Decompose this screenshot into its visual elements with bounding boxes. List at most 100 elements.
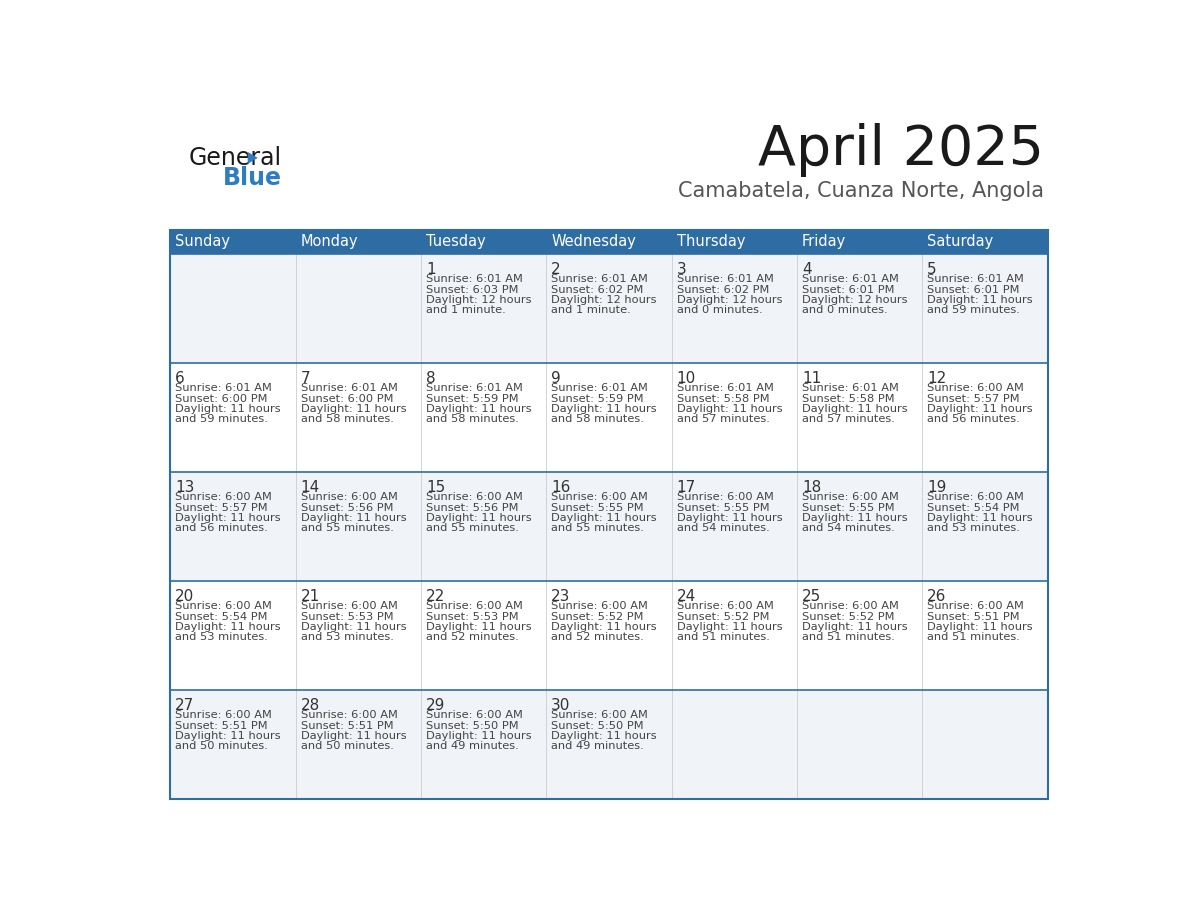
Text: Daylight: 11 hours: Daylight: 11 hours (301, 513, 406, 523)
Text: 19: 19 (927, 480, 947, 495)
Text: and 50 minutes.: and 50 minutes. (301, 742, 393, 752)
Text: and 53 minutes.: and 53 minutes. (301, 633, 393, 643)
Text: Sunrise: 6:00 AM: Sunrise: 6:00 AM (301, 711, 398, 721)
Text: 16: 16 (551, 480, 570, 495)
Text: Sunrise: 6:00 AM: Sunrise: 6:00 AM (175, 601, 272, 611)
Text: Sunrise: 6:00 AM: Sunrise: 6:00 AM (802, 601, 899, 611)
Text: Sunset: 5:50 PM: Sunset: 5:50 PM (551, 721, 644, 731)
Text: Daylight: 11 hours: Daylight: 11 hours (175, 622, 280, 633)
Text: Daylight: 11 hours: Daylight: 11 hours (301, 622, 406, 633)
Text: Sunrise: 6:00 AM: Sunrise: 6:00 AM (927, 492, 1024, 502)
Text: Monday: Monday (301, 234, 358, 250)
Text: 1: 1 (425, 262, 436, 277)
Text: 23: 23 (551, 589, 570, 604)
Text: Daylight: 11 hours: Daylight: 11 hours (802, 513, 908, 523)
Text: and 1 minute.: and 1 minute. (425, 306, 506, 316)
Text: Sunrise: 6:01 AM: Sunrise: 6:01 AM (551, 383, 649, 393)
Text: 4: 4 (802, 262, 811, 277)
Text: Sunset: 5:53 PM: Sunset: 5:53 PM (301, 611, 393, 621)
Text: and 49 minutes.: and 49 minutes. (425, 742, 519, 752)
Text: Sunset: 5:57 PM: Sunset: 5:57 PM (175, 503, 267, 512)
Text: Daylight: 11 hours: Daylight: 11 hours (676, 513, 782, 523)
Text: General: General (189, 146, 282, 170)
Text: Daylight: 11 hours: Daylight: 11 hours (802, 622, 908, 633)
Text: Sunset: 5:54 PM: Sunset: 5:54 PM (175, 611, 267, 621)
Text: Sunset: 6:02 PM: Sunset: 6:02 PM (676, 285, 769, 295)
Text: April 2025: April 2025 (758, 123, 1044, 177)
Text: and 49 minutes.: and 49 minutes. (551, 742, 644, 752)
Text: Sunrise: 6:01 AM: Sunrise: 6:01 AM (301, 383, 398, 393)
Text: Tuesday: Tuesday (425, 234, 486, 250)
Text: Sunrise: 6:00 AM: Sunrise: 6:00 AM (301, 492, 398, 502)
Text: Daylight: 11 hours: Daylight: 11 hours (175, 731, 280, 741)
Text: Sunrise: 6:00 AM: Sunrise: 6:00 AM (175, 492, 272, 502)
Text: Daylight: 11 hours: Daylight: 11 hours (425, 622, 531, 633)
Text: 24: 24 (676, 589, 696, 604)
Text: Sunset: 5:58 PM: Sunset: 5:58 PM (802, 394, 895, 404)
Text: and 53 minutes.: and 53 minutes. (927, 523, 1020, 533)
Text: Sunset: 5:53 PM: Sunset: 5:53 PM (425, 611, 518, 621)
Text: and 52 minutes.: and 52 minutes. (551, 633, 644, 643)
Text: Sunrise: 6:01 AM: Sunrise: 6:01 AM (802, 383, 899, 393)
Text: and 58 minutes.: and 58 minutes. (301, 414, 393, 424)
Text: Daylight: 11 hours: Daylight: 11 hours (676, 404, 782, 414)
Text: Sunrise: 6:01 AM: Sunrise: 6:01 AM (676, 383, 773, 393)
Bar (170, 254, 1048, 364)
Text: 7: 7 (301, 371, 310, 386)
Text: 25: 25 (802, 589, 821, 604)
Text: Sunset: 5:55 PM: Sunset: 5:55 PM (802, 503, 895, 512)
Text: Daylight: 11 hours: Daylight: 11 hours (425, 731, 531, 741)
Text: Daylight: 11 hours: Daylight: 11 hours (927, 404, 1032, 414)
Text: Sunrise: 6:00 AM: Sunrise: 6:00 AM (551, 492, 649, 502)
Text: 30: 30 (551, 698, 570, 713)
Text: Daylight: 11 hours: Daylight: 11 hours (301, 731, 406, 741)
Text: Sunrise: 6:00 AM: Sunrise: 6:00 AM (175, 711, 272, 721)
Text: 12: 12 (927, 371, 947, 386)
Text: Sunset: 6:00 PM: Sunset: 6:00 PM (175, 394, 267, 404)
Text: and 51 minutes.: and 51 minutes. (802, 633, 895, 643)
Text: Daylight: 11 hours: Daylight: 11 hours (301, 404, 406, 414)
Text: and 56 minutes.: and 56 minutes. (927, 414, 1020, 424)
Text: 20: 20 (175, 589, 195, 604)
Text: Sunrise: 6:00 AM: Sunrise: 6:00 AM (551, 601, 649, 611)
Text: 5: 5 (927, 262, 937, 277)
Text: Sunrise: 6:01 AM: Sunrise: 6:01 AM (425, 383, 523, 393)
Text: and 55 minutes.: and 55 minutes. (301, 523, 393, 533)
Text: 8: 8 (425, 371, 436, 386)
Text: Sunset: 5:59 PM: Sunset: 5:59 PM (425, 394, 518, 404)
Text: 3: 3 (676, 262, 687, 277)
Text: Daylight: 11 hours: Daylight: 11 hours (425, 404, 531, 414)
Text: and 56 minutes.: and 56 minutes. (175, 523, 268, 533)
Text: Sunrise: 6:00 AM: Sunrise: 6:00 AM (551, 711, 649, 721)
Text: and 0 minutes.: and 0 minutes. (802, 306, 887, 316)
Text: Daylight: 11 hours: Daylight: 11 hours (425, 513, 531, 523)
Text: and 58 minutes.: and 58 minutes. (551, 414, 644, 424)
Text: Sunset: 5:51 PM: Sunset: 5:51 PM (175, 721, 267, 731)
Text: 6: 6 (175, 371, 185, 386)
Text: Daylight: 12 hours: Daylight: 12 hours (802, 295, 908, 305)
Text: Sunset: 6:03 PM: Sunset: 6:03 PM (425, 285, 518, 295)
Text: Sunset: 5:57 PM: Sunset: 5:57 PM (927, 394, 1019, 404)
Text: Daylight: 12 hours: Daylight: 12 hours (551, 295, 657, 305)
Text: Sunrise: 6:01 AM: Sunrise: 6:01 AM (425, 274, 523, 285)
Text: Daylight: 12 hours: Daylight: 12 hours (425, 295, 531, 305)
Text: Blue: Blue (223, 166, 282, 190)
Bar (170, 690, 1048, 800)
Text: Sunrise: 6:01 AM: Sunrise: 6:01 AM (175, 383, 272, 393)
Text: Friday: Friday (802, 234, 846, 250)
Text: Sunrise: 6:01 AM: Sunrise: 6:01 AM (551, 274, 649, 285)
Text: Daylight: 11 hours: Daylight: 11 hours (927, 622, 1032, 633)
Polygon shape (248, 151, 258, 164)
Text: Sunset: 5:52 PM: Sunset: 5:52 PM (676, 611, 769, 621)
Text: and 54 minutes.: and 54 minutes. (802, 523, 895, 533)
Text: 26: 26 (927, 589, 947, 604)
Text: Sunset: 6:01 PM: Sunset: 6:01 PM (802, 285, 895, 295)
Text: Sunset: 5:58 PM: Sunset: 5:58 PM (676, 394, 769, 404)
Text: Thursday: Thursday (676, 234, 745, 250)
Text: Daylight: 11 hours: Daylight: 11 hours (551, 404, 657, 414)
Text: and 55 minutes.: and 55 minutes. (425, 523, 519, 533)
Text: Sunset: 5:56 PM: Sunset: 5:56 PM (425, 503, 518, 512)
Text: and 57 minutes.: and 57 minutes. (676, 414, 770, 424)
Bar (170, 230, 1048, 254)
Bar (170, 472, 1048, 581)
